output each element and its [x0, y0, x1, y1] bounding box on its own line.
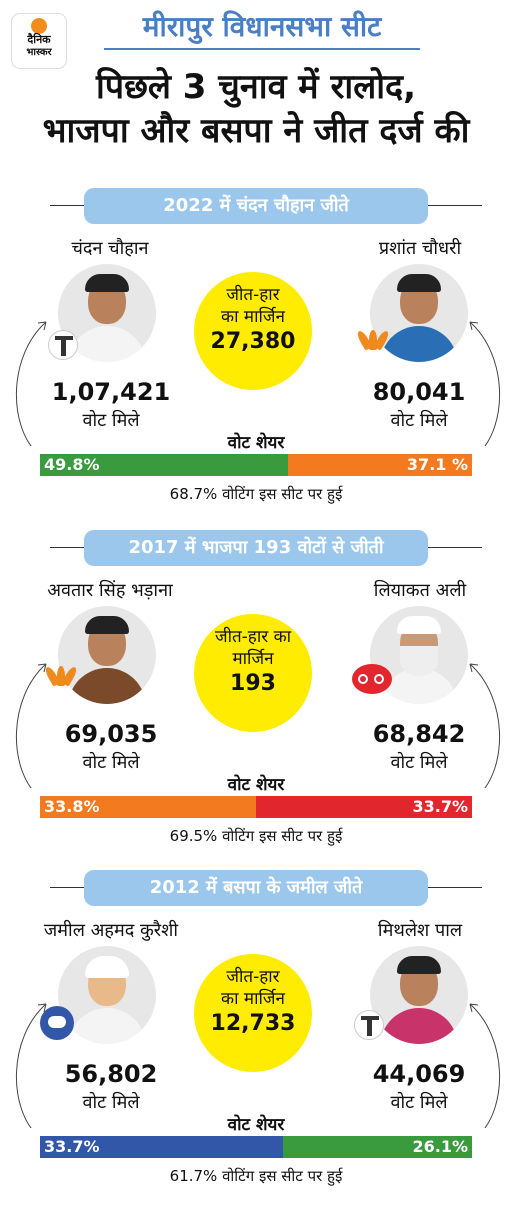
- left-arrow-arc: [15, 321, 47, 446]
- left-votes-label: वोट मिले: [82, 752, 140, 773]
- vote-share-title: वोट शेयर: [227, 1115, 285, 1135]
- election-2012-section: 2012 में बसपा के जमील जीते जमील अहमद कुर…: [0, 868, 512, 1198]
- right-candidate-name: मिथलेश पाल: [377, 920, 463, 941]
- lotus-icon: [355, 324, 391, 354]
- election-2022-section: 2022 में चंदन चौहान जीते चंदन चौहान प्रश…: [0, 186, 512, 516]
- left-candidate-name: जमील अहमद कुरैशी: [43, 920, 179, 941]
- left-share-segment: 33.8%: [40, 796, 256, 818]
- sun-icon: [31, 18, 47, 34]
- handpump-icon: [354, 1010, 384, 1040]
- right-share-segment: 37.1 %: [288, 454, 472, 476]
- vote-share-title: वोट शेयर: [227, 775, 285, 795]
- left-votes: 69,035: [64, 720, 158, 748]
- elephant-icon: [40, 1006, 74, 1040]
- margin-label-2: का मार्जिन: [221, 989, 285, 1009]
- page-title: मीरापुर विधानसभा सीट: [104, 10, 420, 50]
- right-candidate-photo: [370, 264, 468, 362]
- vote-share-bar: 49.8% 37.1 %: [40, 454, 472, 476]
- right-candidate-photo: [370, 946, 468, 1044]
- headline-line-1: पिछले 3 चुनाव में रालोद,: [95, 67, 417, 107]
- left-share-segment: 33.7%: [40, 1136, 283, 1158]
- vote-share-title: वोट शेयर: [227, 433, 285, 453]
- margin-label-2: का मार्जिन: [221, 307, 285, 327]
- left-votes-label: वोट मिले: [82, 1092, 140, 1113]
- right-votes: 80,041: [372, 378, 466, 406]
- left-candidate-photo: [58, 946, 156, 1044]
- right-share-segment: 26.1%: [283, 1136, 472, 1158]
- right-votes-label: वोट मिले: [390, 1092, 448, 1113]
- margin-label-1: जीत-हार का: [214, 627, 292, 647]
- headline-line-2: भाजपा और बसपा ने जीत दर्ज की: [42, 111, 470, 151]
- margin-value: 12,733: [210, 1011, 296, 1036]
- margin-label-1: जीत-हार: [226, 967, 280, 987]
- right-arrow-arc: [469, 663, 501, 788]
- election-pill: 2017 में भाजपा 193 वोटों से जीती: [84, 530, 428, 566]
- margin-circle: जीत-हार का मार्जिन 193: [194, 614, 312, 732]
- margin-circle: जीत-हार का मार्जिन 27,380: [194, 272, 312, 390]
- cycle-icon: [352, 664, 392, 694]
- handpump-icon: [48, 330, 78, 360]
- left-arrow-arc: [15, 663, 47, 788]
- left-votes-label: वोट मिले: [82, 410, 140, 431]
- turnout-text: 61.7% वोटिंग इस सीट पर हुई: [169, 1167, 343, 1185]
- left-candidate-name: अवतार सिंह भड़ाना: [47, 580, 173, 601]
- right-votes-label: वोट मिले: [390, 752, 448, 773]
- election-pill: 2012 में बसपा के जमील जीते: [84, 870, 428, 906]
- vote-share-bar: 33.7% 26.1%: [40, 1136, 472, 1158]
- left-candidate-name: चंदन चौहान: [71, 238, 149, 259]
- left-votes: 56,802: [64, 1060, 158, 1088]
- election-2017-section: 2017 में भाजपा 193 वोटों से जीती अवतार स…: [0, 528, 512, 858]
- right-arrow-arc: [469, 1003, 501, 1128]
- right-votes: 44,069: [372, 1060, 466, 1088]
- turnout-text: 69.5% वोटिंग इस सीट पर हुई: [169, 827, 343, 845]
- right-votes: 68,842: [372, 720, 466, 748]
- dainik-bhaskar-logo: दैनिक भास्कर: [12, 14, 66, 68]
- right-arrow-arc: [469, 321, 501, 446]
- left-arrow-arc: [15, 1003, 47, 1128]
- turnout-text: 68.7% वोटिंग इस सीट पर हुई: [169, 485, 343, 503]
- left-votes: 1,07,421: [51, 378, 171, 406]
- margin-label-1: जीत-हार: [226, 285, 280, 305]
- margin-value: 27,380: [210, 329, 296, 354]
- margin-circle: जीत-हार का मार्जिन 12,733: [194, 954, 312, 1072]
- left-share-segment: 49.8%: [40, 454, 288, 476]
- right-votes-label: वोट मिले: [390, 410, 448, 431]
- lotus-icon: [43, 660, 79, 690]
- election-pill: 2022 में चंदन चौहान जीते: [84, 188, 428, 224]
- right-share-segment: 33.7%: [256, 796, 472, 818]
- vote-share-bar: 33.8% 33.7%: [40, 796, 472, 818]
- right-candidate-name: प्रशांत चौधरी: [378, 238, 462, 259]
- logo-line-2: भास्कर: [26, 47, 52, 58]
- margin-label-2: मार्जिन: [232, 649, 274, 669]
- left-candidate-photo: [58, 606, 156, 704]
- logo-line-1: दैनिक: [27, 33, 51, 46]
- right-candidate-name: लियाकत अली: [373, 580, 467, 601]
- margin-value: 193: [230, 671, 276, 696]
